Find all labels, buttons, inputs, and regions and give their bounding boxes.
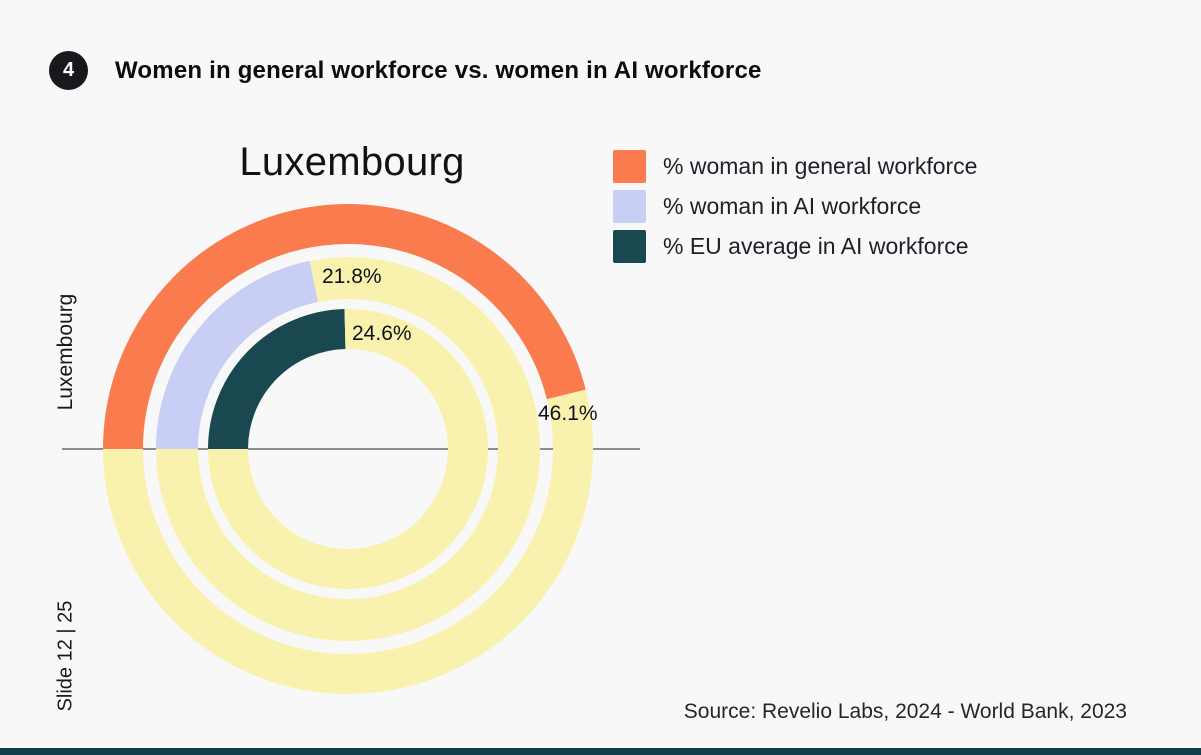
- value-label-ai-workforce: 21.8%: [322, 265, 382, 288]
- legend-swatch-ai-workforce: [613, 190, 646, 223]
- ring-middle-value-arc: [156, 260, 319, 450]
- slide-pagination-label: Slide 12 | 25: [54, 600, 77, 712]
- source-attribution: Source: Revelio Labs, 2024 - World Bank,…: [683, 700, 1127, 723]
- legend-swatch-general-workforce: [613, 150, 646, 183]
- legend: % woman in general workforce % woman in …: [613, 150, 977, 263]
- ring-inner-remainder-arc: [208, 309, 488, 589]
- ring-inner-value-arc: [208, 309, 347, 450]
- value-label-eu-average: 24.6%: [352, 322, 412, 345]
- legend-swatch-eu-average: [613, 230, 646, 263]
- bottom-accent-bar: [0, 748, 1201, 755]
- slide-number-badge: 4: [49, 51, 88, 90]
- legend-item-ai-workforce: % woman in AI workforce: [613, 190, 977, 223]
- legend-item-eu-average: % EU average in AI workforce: [613, 230, 977, 263]
- ring-outer-value-arc: [103, 204, 586, 450]
- y-axis-label: Luxembourg: [54, 293, 77, 411]
- legend-label-ai-workforce: % woman in AI workforce: [663, 193, 922, 219]
- legend-label-general-workforce: % woman in general workforce: [663, 153, 978, 179]
- page-title: Women in general workforce vs. women in …: [115, 57, 762, 84]
- ring-outer-remainder-arc: [103, 389, 593, 694]
- ring-middle-remainder-arc: [156, 257, 540, 641]
- legend-item-general-workforce: % woman in general workforce: [613, 150, 977, 183]
- slide-number: 4: [62, 59, 75, 81]
- legend-label-eu-average: % EU average in AI workforce: [663, 233, 969, 259]
- chart-title: Luxembourg: [239, 140, 465, 184]
- value-label-general-workforce: 46.1%: [538, 402, 598, 425]
